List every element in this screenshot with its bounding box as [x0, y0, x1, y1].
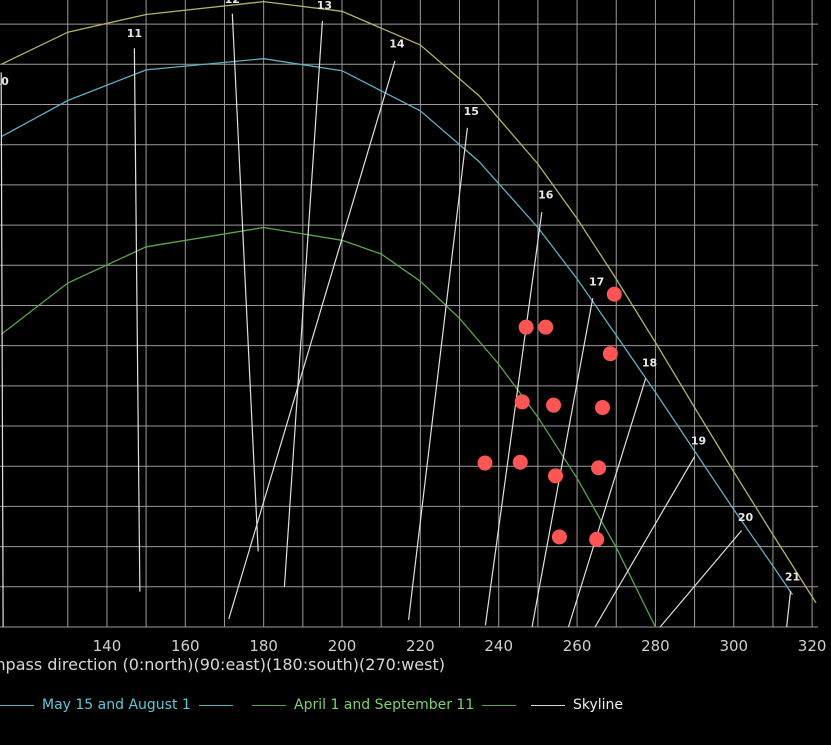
hour-label-18: 18 [642, 357, 657, 370]
obstacle-point-0 [606, 286, 622, 302]
hour-label-19: 19 [691, 435, 706, 448]
obstacle-points [477, 286, 622, 547]
hour-label-10: 10 [0, 75, 9, 88]
obstacle-point-12 [589, 531, 605, 547]
x-tick-240: 240 [484, 637, 513, 655]
hour-line-12 [231, 13, 259, 552]
hour-line-20 [659, 530, 743, 628]
obstacle-point-6 [595, 400, 611, 416]
hour-line-11 [133, 48, 141, 592]
x-tick-320: 320 [798, 637, 827, 655]
hour-line-10 [0, 72, 4, 628]
obstacle-point-4 [514, 394, 530, 410]
legend-item-may-aug[interactable]: May 15 and August 1 [0, 697, 233, 713]
x-tick-200: 200 [328, 637, 357, 655]
x-tick-140: 140 [93, 637, 122, 655]
sun-path-chart: 10 11 12 13 14 15 16 17 18 19 20 21 140 160 180 200 220… [0, 0, 827, 674]
x-tick-220: 220 [406, 637, 435, 655]
obstacle-point-1 [518, 319, 534, 335]
x-tick-300: 300 [719, 637, 748, 655]
legend-line-may-aug-end [198, 704, 233, 706]
legend-item-skyline[interactable]: Skyline [531, 697, 623, 713]
obstacle-point-10 [548, 468, 564, 484]
legend-label-skyline: Skyline [573, 697, 624, 713]
x-tick-260: 260 [563, 637, 592, 655]
obstacle-point-5 [546, 397, 562, 413]
x-tick-labels: 140 160 180 200 220 240 260 280 300 320 [93, 637, 827, 655]
series-line-may_aug [0, 58, 794, 596]
x-tick-180: 180 [249, 637, 278, 655]
x-tick-280: 280 [641, 637, 670, 655]
hour-line-15 [408, 127, 468, 620]
legend-line-may-aug [0, 704, 34, 706]
legend-line-skyline [531, 704, 565, 706]
obstacle-point-9 [591, 460, 607, 476]
hour-line-16 [484, 212, 543, 626]
legend: May 15 and August 1 April 1 and Septembe… [0, 697, 831, 723]
obstacle-point-8 [512, 454, 528, 470]
hour-label-14: 14 [389, 37, 405, 50]
hour-label-11: 11 [127, 27, 142, 40]
legend-label-may-aug: May 15 and August 1 [42, 697, 191, 713]
series-line-apr_sep [0, 226, 656, 628]
legend-line-apr-sep-end [482, 704, 517, 706]
hour-label-17: 17 [589, 275, 604, 288]
obstacle-point-7 [477, 455, 493, 471]
legend-item-apr-sep[interactable]: April 1 and September 11 [252, 697, 517, 713]
hour-label-16: 16 [538, 189, 554, 202]
obstacle-point-2 [538, 319, 554, 335]
x-axis-label: Compass direction (0:north)(90:east)(180… [0, 655, 445, 674]
hour-line-21 [786, 590, 792, 628]
hour-line-17 [531, 298, 594, 628]
obstacle-point-3 [602, 346, 618, 362]
hour-line-13 [283, 20, 324, 587]
hour-line-19 [594, 456, 696, 628]
x-tick-160: 160 [171, 637, 200, 655]
legend-line-apr-sep [252, 704, 286, 706]
legend-label-apr-sep: April 1 and September 11 [294, 697, 475, 713]
hour-line-14 [228, 60, 396, 620]
hour-label-12: 12 [225, 0, 240, 6]
grid [0, 0, 818, 628]
hour-lines: 10 11 12 13 14 15 16 17 18 19 20 21 [0, 0, 800, 628]
hour-line-18 [567, 378, 647, 628]
obstacle-point-11 [551, 529, 567, 545]
hour-label-21: 21 [785, 570, 800, 583]
sun-path-curves [0, 0, 817, 628]
series-line-june [0, 0, 817, 604]
hour-label-13: 13 [317, 0, 332, 12]
hour-label-20: 20 [738, 511, 754, 524]
hour-label-15: 15 [464, 105, 479, 118]
